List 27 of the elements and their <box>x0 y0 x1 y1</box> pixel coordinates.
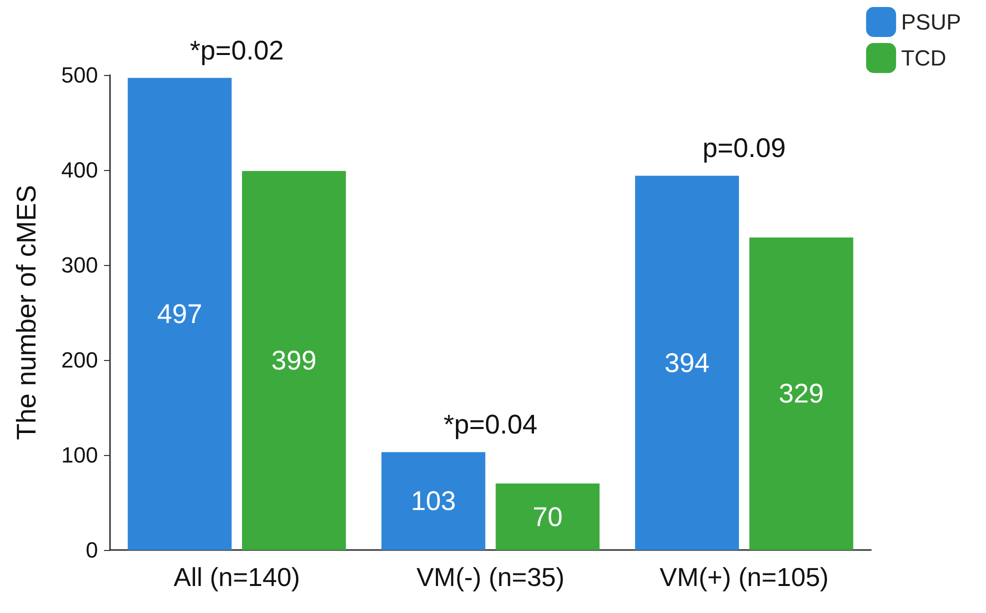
x-tick-label: All (n=140) <box>174 562 300 592</box>
legend-label: PSUP <box>901 10 962 34</box>
data-label: 103 <box>410 486 456 516</box>
bar <box>381 452 486 550</box>
data-label: 329 <box>778 378 824 409</box>
y-tick-label: 500 <box>61 62 98 88</box>
bar <box>749 237 854 550</box>
x-tick-label: VM(+) (n=105) <box>660 562 829 592</box>
text: *p=0.02 <box>190 35 284 66</box>
bar <box>242 170 346 550</box>
data-label: 70 <box>532 502 563 532</box>
annotation: *p=0.04 <box>444 410 538 440</box>
data-label: 399 <box>271 345 316 376</box>
bar <box>496 484 600 550</box>
y-tick-label: 0 <box>86 538 98 562</box>
y-tick-label: 200 <box>61 348 98 372</box>
y-tick-label: 100 <box>61 442 98 468</box>
bar <box>635 176 739 550</box>
data-label: 394 <box>664 348 710 378</box>
y-tick-label: 400 <box>61 158 98 182</box>
y-tick-label: 300 <box>61 252 98 278</box>
y-axis-title: The number of cMES <box>12 184 42 440</box>
x-tick-label: VM(-) (n=35) <box>416 562 565 592</box>
bar <box>128 78 232 550</box>
annotation: p=0.09 <box>702 133 786 164</box>
data-label: 497 <box>157 298 202 329</box>
legend-label: TCD <box>901 46 946 70</box>
